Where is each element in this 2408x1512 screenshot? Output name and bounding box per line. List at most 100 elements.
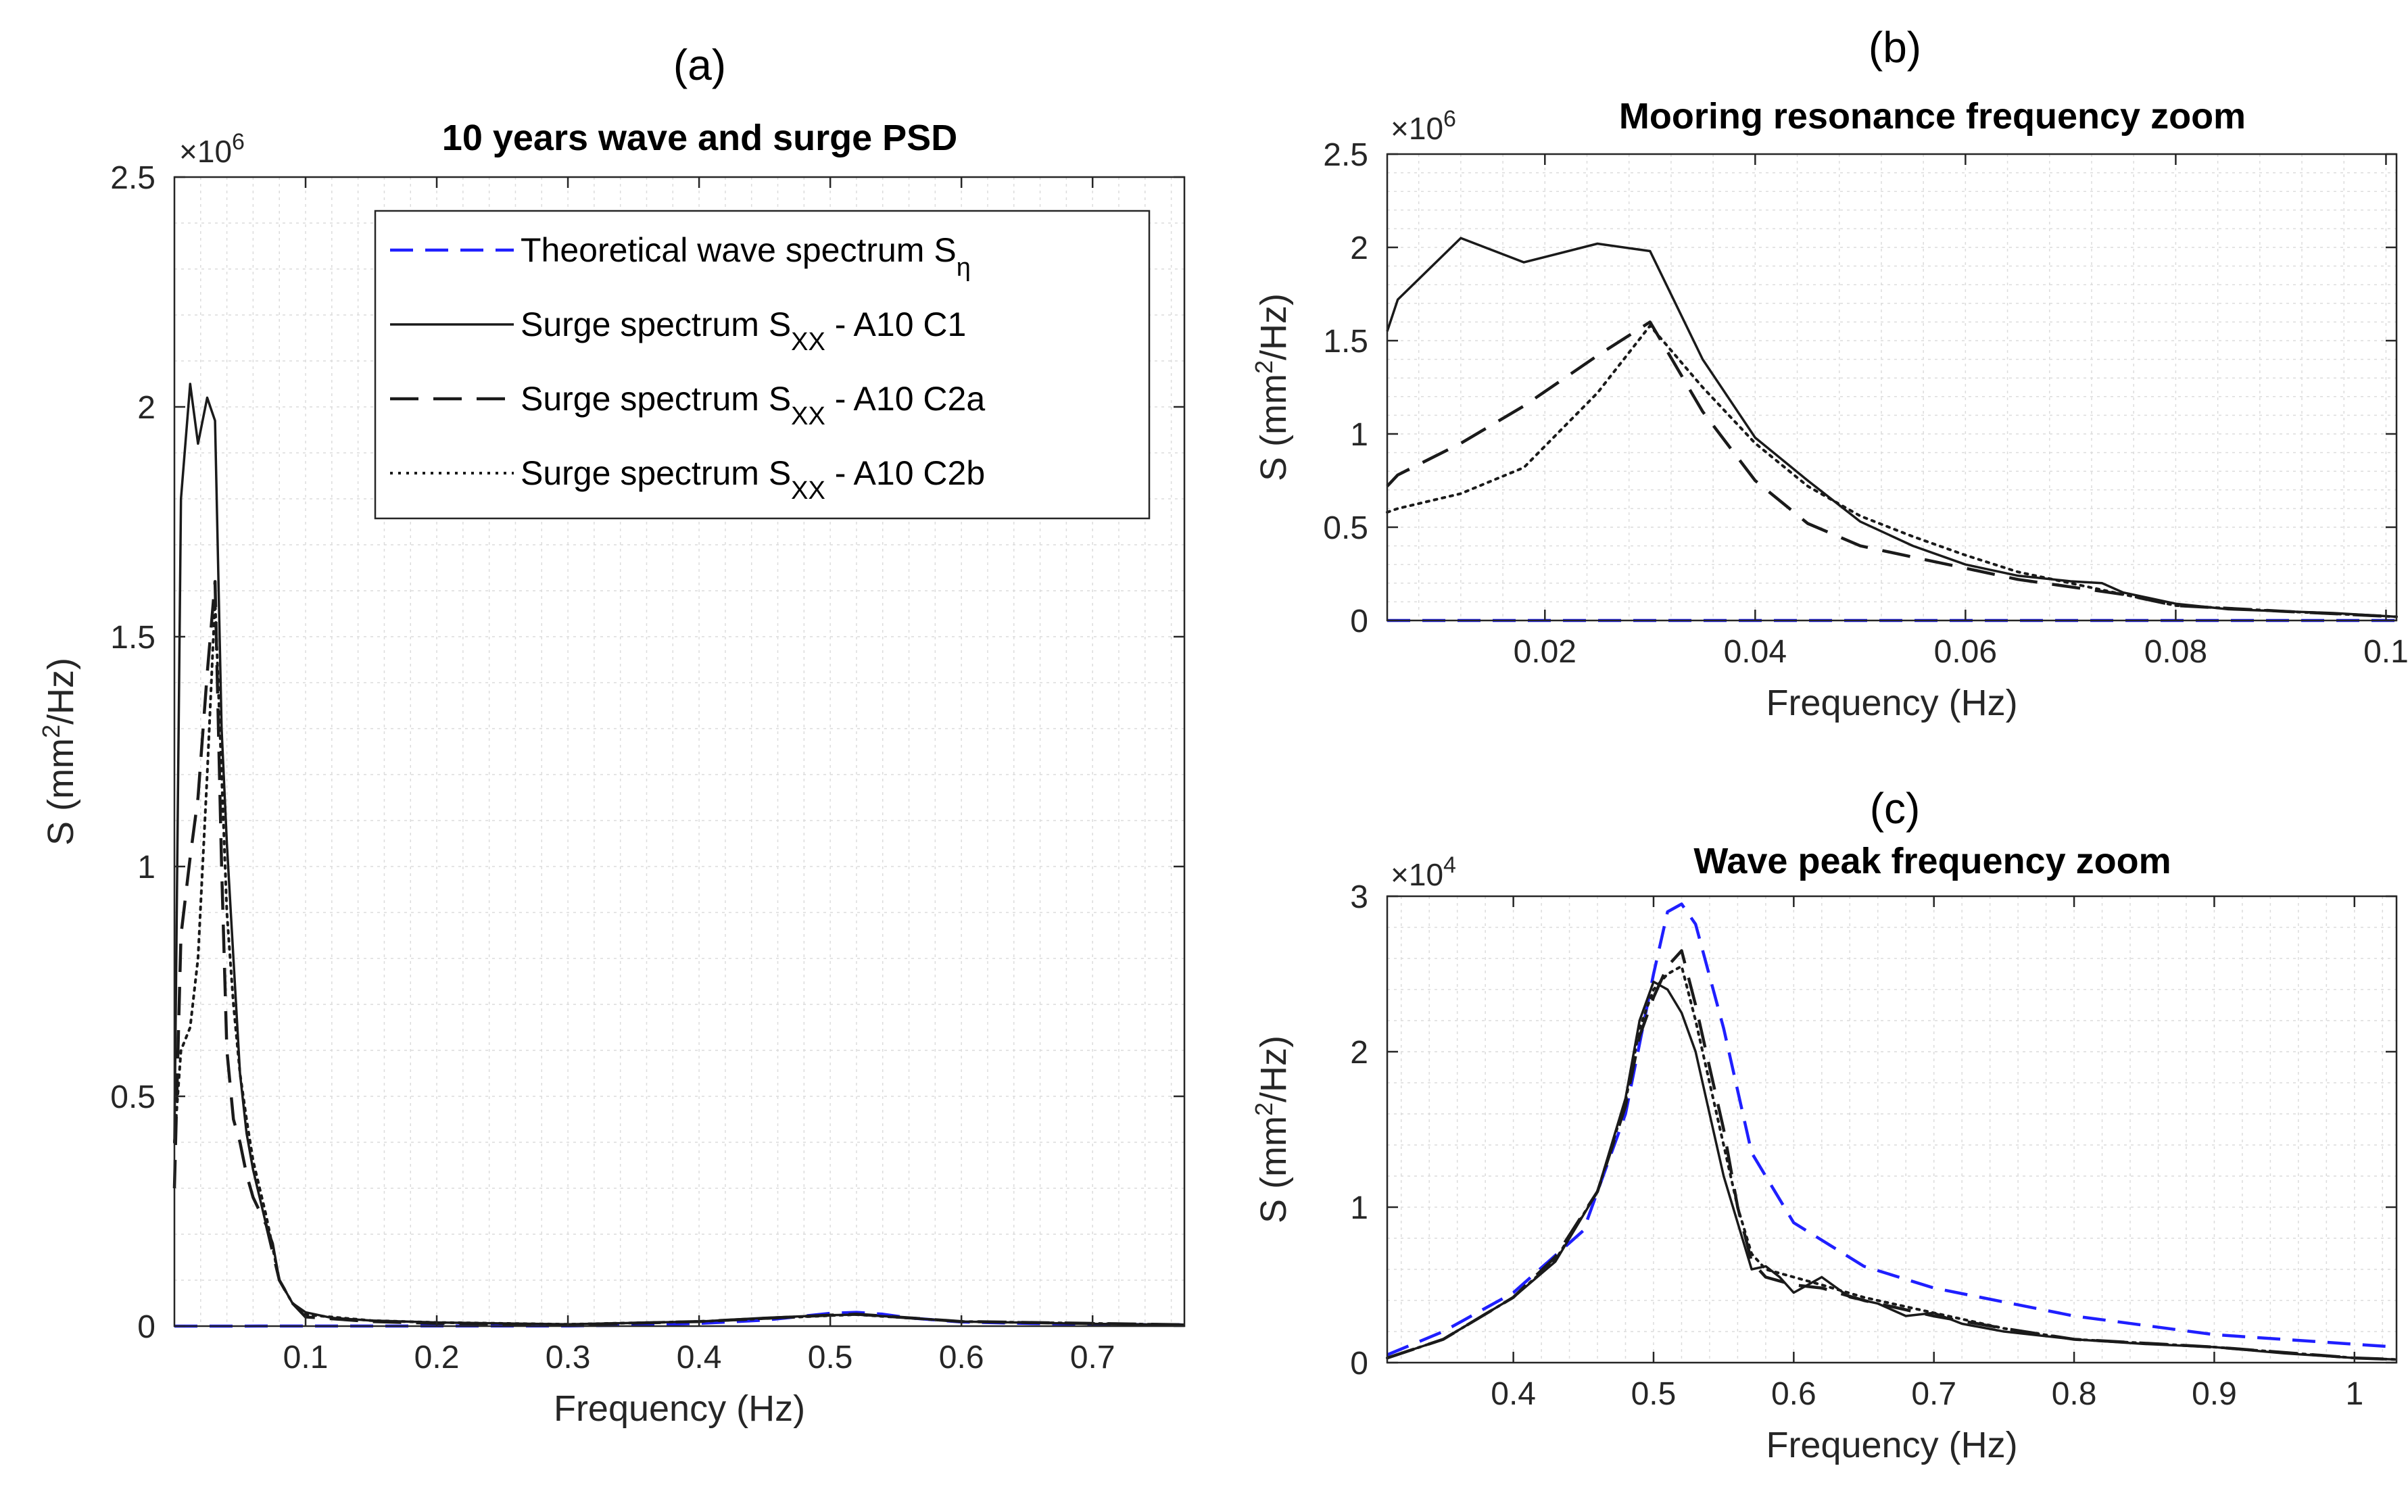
x-tick-label: 0.04 [1724,634,1787,670]
y-axis-label-unit: (mm [1253,1116,1294,1189]
series-line-surge-a10-c2b [1386,324,2398,618]
chart-title: Mooring resonance frequency zoom [1619,96,2246,137]
y-axis: 0 1 2 3 [1350,879,2397,1382]
y-tick-label: 0 [1350,1346,1368,1382]
y-tick-label: 0.5 [1323,510,1368,546]
legend-entry-1: Theoretical wave spectrum Sη [521,231,971,282]
panel-label: (c) [1870,784,1921,833]
y-multiplier-exp: 4 [1443,852,1456,878]
series-line-surge-a10-c1 [173,383,1185,1326]
x-axis: 0.4 0.5 0.6 0.7 0.8 0.9 1 [1491,896,2363,1412]
chart-title: Wave peak frequency zoom [1693,841,2171,881]
legend-tail: - A10 C2a [825,380,985,418]
y-axis-label-unit: (mm [1253,374,1294,447]
chart-panel-3: 0.4 0.5 0.6 0.7 0.8 0.9 1 0 1 2 3 Frequency (Hz) S (… [1250,784,2398,1465]
y-multiplier: ×106 [1391,106,1456,146]
series-group [1386,237,2398,623]
chart-panel-1: 0.1 0.2 0.3 0.4 0.5 0.6 0.7 0 0.5 1 1.5 2 2.5 Frequen… [37,41,1186,1429]
y-tick-label: 1.5 [1323,324,1368,360]
chart-panel-2: 0.02 0.04 0.06 0.08 0.1 0 0.5 1 1.5 2 2.5 Frequency… [1250,23,2408,723]
y-axis-label-exp: 2 [1250,1102,1278,1116]
legend-tail: - A10 C2b [825,454,985,492]
legend-label: Surge spectrum S [521,454,791,492]
x-axis: 0.1 0.2 0.3 0.4 0.5 0.6 0.7 [283,177,1115,1375]
y-tick-label: 1 [1350,417,1368,453]
x-tick-label: 0.02 [1514,634,1576,670]
series-group [1386,902,2398,1361]
y-tick-label: 2 [137,390,155,426]
legend-label: Surge spectrum S [521,306,791,343]
series-line-surge-a10-c2a [172,580,1185,1327]
x-axis: 0.02 0.04 0.06 0.08 0.1 [1514,154,2408,670]
y-axis-label-tail: /Hz) [1253,293,1294,360]
y-axis-label-s: S [1253,447,1294,481]
y-axis-label-tail: /Hz) [1253,1035,1294,1102]
x-tick-label: 0.3 [546,1340,591,1375]
series-line-theoretical-wave-spectrum [174,1311,1185,1328]
y-axis-label-s: S [41,811,81,846]
y-multiplier-exp: 6 [232,129,245,155]
x-tick-label: 0.08 [2144,634,2207,670]
legend-box [374,210,1151,520]
x-tick-label: 0.4 [1491,1376,1536,1412]
y-axis: 0 0.5 1 1.5 2 2.5 [110,160,1184,1345]
y-axis-label: S (mm2/Hz) [1250,293,1295,481]
chart-title: 10 years wave and surge PSD [442,118,957,158]
legend-subscript: XX [791,402,825,431]
legend-label: Theoretical wave spectrum S [521,231,957,269]
y-tick-label: 1 [137,850,155,885]
y-tick-label: 2.5 [110,160,155,196]
y-tick-label: 0 [137,1309,155,1345]
y-axis-label-tail: /Hz) [41,658,81,725]
y-tick-label: 3 [1350,879,1368,915]
x-tick-label: 0.6 [1771,1376,1816,1412]
y-tick-label: 1.5 [110,620,155,656]
legend-tail: - A10 C1 [825,306,966,343]
plot-frame [1386,153,2398,622]
series-line-surge-a10-c2a [1387,949,2397,1361]
y-multiplier-base: ×10 [179,134,232,169]
panel-label: (a) [673,41,726,89]
legend-subscript: XX [791,328,825,356]
series-group [172,383,1186,1328]
x-tick-label: 1 [2345,1376,2363,1412]
y-tick-label: 0 [1350,604,1368,639]
legend-label: Surge spectrum S [521,380,791,418]
series-line-surge-a10-c2b [1386,965,2398,1361]
x-axis-label: Frequency (Hz) [554,1388,805,1429]
y-multiplier-base: ×10 [1391,857,1443,892]
legend-entry-2: Surge spectrum SXX - A10 C1 [521,306,966,356]
series-line-surge-a10-c2a [1386,320,2397,618]
y-axis-label: S (mm2/Hz) [37,658,82,846]
panel-label: (b) [1869,23,1921,72]
x-tick-label: 0.7 [1911,1376,1956,1412]
y-tick-label: 2 [1350,1035,1368,1071]
legend-entry-3: Surge spectrum SXX - A10 C2a [521,380,985,431]
y-multiplier-base: ×10 [1391,111,1443,146]
grid [1387,896,2397,1363]
x-tick-label: 0.2 [414,1340,460,1375]
y-multiplier-exp: 6 [1443,106,1456,132]
series-line-surge-a10-c1 [1387,980,2397,1361]
grid [1387,153,2397,621]
legend-entry-4: Surge spectrum SXX - A10 C2b [521,454,985,505]
x-tick-label: 0.5 [1631,1376,1677,1412]
legend-subscript: XX [791,477,825,505]
y-axis-label-exp: 2 [37,725,65,738]
legend-subscript: η [957,253,971,282]
y-axis-label-unit: (mm [41,738,81,811]
x-tick-label: 0.9 [2192,1376,2237,1412]
legend: Theoretical wave spectrum Sη Surge spectr… [374,210,1151,520]
x-tick-label: 0.06 [1934,634,1997,670]
series-line-surge-a10-c2b [173,598,1186,1326]
plot-frame [1386,895,2398,1364]
series-line-surge-a10-c1 [1386,237,2397,618]
x-tick-label: 0.1 [2363,634,2408,670]
x-axis-label: Frequency (Hz) [1766,683,2017,723]
y-axis-label-exp: 2 [1250,360,1278,374]
x-tick-label: 0.7 [1070,1340,1115,1375]
x-tick-label: 0.6 [939,1340,984,1375]
x-tick-label: 0.1 [283,1340,329,1375]
y-tick-label: 0.5 [110,1079,155,1115]
